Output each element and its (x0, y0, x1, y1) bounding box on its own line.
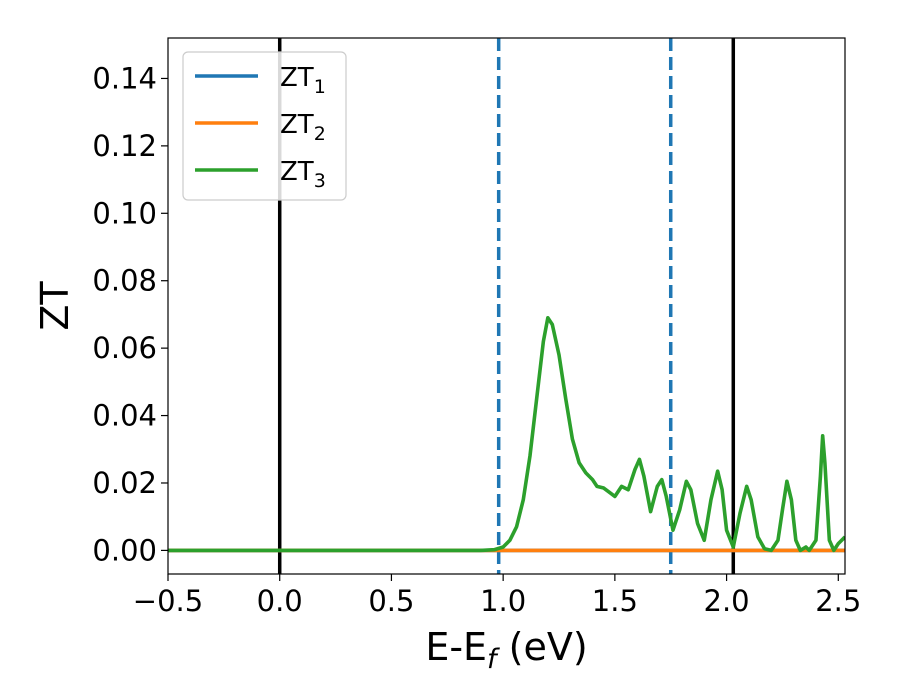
plot-frame (167, 37, 846, 575)
y-tick-label: 0.00 (92, 533, 157, 567)
y-tick-label: 0.02 (92, 466, 157, 500)
y-tick-label: 0.08 (92, 264, 157, 298)
x-axis-title: E-Ef (eV) (425, 625, 587, 675)
x-tick-label: 0.0 (257, 584, 303, 618)
y-tick-label: 0.06 (92, 331, 157, 365)
x-tick-label: 1.5 (592, 584, 638, 618)
x-tick-label: −0.5 (133, 584, 203, 618)
legend-label-zt3: ZT3 (280, 157, 326, 192)
y-tick-label: 0.10 (92, 196, 157, 230)
plot-area (168, 38, 845, 574)
series-line-zt3 (168, 316, 845, 553)
x-tick-label: 1.0 (480, 584, 526, 618)
legend-label-zt2: ZT2 (280, 110, 326, 145)
legend-label-zt1: ZT1 (280, 63, 326, 98)
legend-box (182, 51, 347, 201)
y-tick-label: 0.04 (92, 399, 157, 433)
x-tick-label: 2.5 (815, 584, 861, 618)
y-tick-label: 0.12 (92, 129, 157, 163)
x-tick-label: 2.0 (704, 584, 750, 618)
y-axis-title: ZT (33, 281, 77, 331)
x-tick-label: 0.5 (368, 584, 414, 618)
y-tick-label: 0.14 (92, 61, 157, 95)
